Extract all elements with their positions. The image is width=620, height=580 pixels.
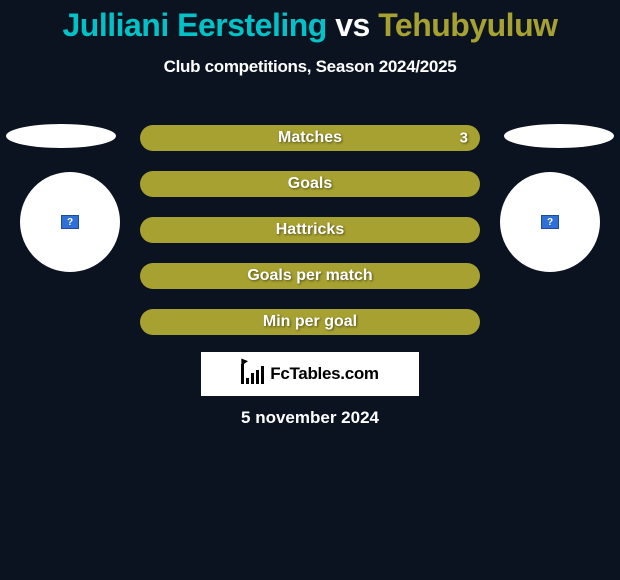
player2-avatar-circle (500, 172, 600, 272)
player2-flag-icon (541, 215, 559, 229)
stat-bar-goals: Goals (140, 171, 480, 197)
stat-bar-label: Goals per match (247, 267, 372, 285)
stat-bar-goals_per_match: Goals per match (140, 263, 480, 289)
stat-bar-label: Hattricks (276, 221, 344, 239)
brand-logo-bar (256, 370, 259, 384)
player1-name: Julliani Eersteling (62, 7, 326, 43)
stat-bars: Matches 3 Goals Hattricks Goals per match Min… (140, 125, 480, 335)
stat-bar-matches: Matches 3 (140, 125, 480, 151)
brand-logo-bar (246, 378, 249, 384)
brand-logo-bars-icon (241, 364, 264, 384)
vs-separator: vs (335, 7, 370, 43)
player1-avatar-circle (20, 172, 120, 272)
stat-bar-hattricks: Hattricks (140, 217, 480, 243)
brand-logo-card: FcTables.com (201, 352, 419, 396)
brand-logo-bar (241, 364, 244, 384)
brand-logo-text: FcTables.com (270, 364, 379, 384)
stat-bar-min_per_goal: Min per goal (140, 309, 480, 335)
subtitle: Club competitions, Season 2024/2025 (0, 57, 620, 77)
decor-ellipse-left (6, 124, 116, 148)
stat-bar-label: Min per goal (263, 313, 357, 331)
stat-bar-label: Goals (288, 175, 332, 193)
date-line: 5 november 2024 (0, 408, 620, 428)
decor-ellipse-right (504, 124, 614, 148)
brand-logo-bar (251, 373, 254, 384)
brand-logo-bar (261, 366, 264, 384)
stat-bar-label: Matches (278, 129, 342, 147)
page-title: Julliani Eersteling vs Tehubyuluw (0, 0, 620, 43)
player1-flag-icon (61, 215, 79, 229)
stat-bar-right-value: 3 (460, 130, 468, 147)
player2-name: Tehubyuluw (378, 7, 557, 43)
